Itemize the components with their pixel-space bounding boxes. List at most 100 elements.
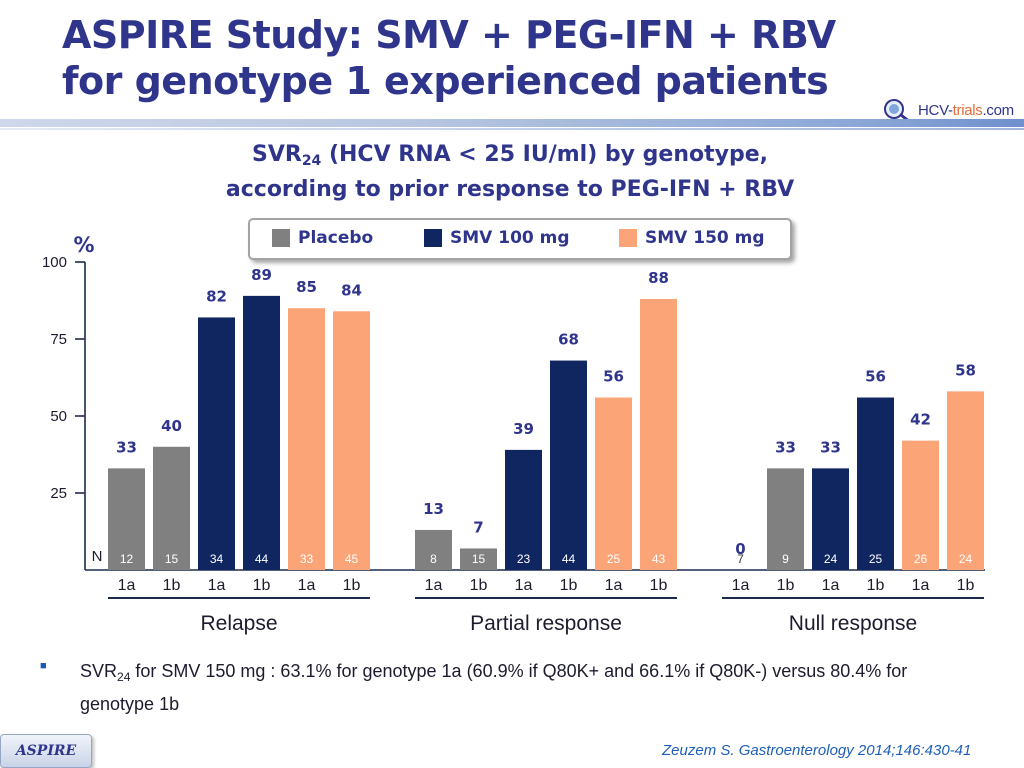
n-count-partial-response-smv100-1a: 23 xyxy=(517,552,531,566)
genotype-label-partial-response-placebo-1a: 1a xyxy=(425,577,443,594)
genotype-label-relapse-smv150-1a: 1a xyxy=(298,577,316,594)
n-count-null-response-placebo-1a: 7 xyxy=(737,552,744,566)
n-count-null-response-placebo-1b: 9 xyxy=(782,552,789,566)
value-label-null-response-placebo-1a: 0 xyxy=(735,540,745,558)
y-tick-label-50: 50 xyxy=(50,408,67,425)
bar-relapse-smv150-1b xyxy=(333,311,370,570)
genotype-label-relapse-smv100-1b: 1b xyxy=(253,577,271,594)
bar-partial-response-smv100-1a xyxy=(505,449,542,570)
bar-relapse-placebo-1b xyxy=(153,446,190,570)
group-label-relapse: Relapse xyxy=(200,612,277,635)
n-count-partial-response-smv150-1a: 25 xyxy=(607,552,621,566)
value-label-partial-response-smv150-1a: 56 xyxy=(603,368,624,386)
legend-swatch-smv100 xyxy=(424,229,442,247)
svr24-bar-chart: 255075100%N33121a40151b82341a89441b85331… xyxy=(42,233,985,635)
value-label-relapse-placebo-1b: 40 xyxy=(161,417,182,435)
genotype-label-partial-response-smv150-1a: 1a xyxy=(605,577,623,594)
legend-label-smv100: SMV 100 mg xyxy=(450,228,570,248)
value-label-partial-response-smv100-1a: 39 xyxy=(513,420,534,438)
value-label-null-response-smv100-1a: 33 xyxy=(820,438,841,456)
legend-label-smv150: SMV 150 mg xyxy=(645,228,765,248)
n-count-partial-response-placebo-1b: 15 xyxy=(472,552,486,566)
bar-relapse-placebo-1a xyxy=(108,468,145,570)
genotype-label-null-response-placebo-1b: 1b xyxy=(777,577,795,594)
genotype-label-relapse-placebo-1b: 1b xyxy=(163,577,181,594)
genotype-label-null-response-smv100-1a: 1a xyxy=(822,577,840,594)
n-count-null-response-smv100-1b: 25 xyxy=(869,552,883,566)
genotype-label-partial-response-smv150-1b: 1b xyxy=(650,577,668,594)
magnifier-icon xyxy=(884,99,912,124)
genotype-label-null-response-smv100-1b: 1b xyxy=(867,577,885,594)
genotype-label-partial-response-placebo-1b: 1b xyxy=(470,577,488,594)
bar-relapse-smv150-1a xyxy=(288,308,325,570)
title-line-2: for genotype 1 experienced patients xyxy=(62,59,829,103)
bar-null-response-placebo-1b xyxy=(767,468,804,570)
legend-swatch-placebo xyxy=(272,229,290,247)
genotype-label-relapse-smv100-1a: 1a xyxy=(208,577,226,594)
n-count-relapse-placebo-1b: 15 xyxy=(165,552,179,566)
value-label-relapse-smv150-1a: 85 xyxy=(296,278,317,296)
y-axis-label: % xyxy=(73,233,94,257)
n-count-relapse-smv100-1b: 44 xyxy=(255,552,269,566)
hcv-trials-logo: HCV-trials.com xyxy=(880,98,1020,124)
n-count-relapse-smv150-1a: 33 xyxy=(300,552,314,566)
logo-text: HCV-trials.com xyxy=(918,102,1014,119)
genotype-label-relapse-placebo-1a: 1a xyxy=(118,577,136,594)
value-label-relapse-placebo-1a: 33 xyxy=(116,438,137,456)
n-count-null-response-smv150-1a: 26 xyxy=(914,552,928,566)
legend-item-smv100: SMV 100 mg xyxy=(424,228,570,248)
genotype-label-null-response-smv150-1b: 1b xyxy=(957,577,975,594)
genotype-label-relapse-smv150-1b: 1b xyxy=(343,577,361,594)
legend-swatch-smv150 xyxy=(619,229,637,247)
value-label-relapse-smv100-1a: 82 xyxy=(206,287,227,305)
value-label-relapse-smv100-1b: 89 xyxy=(251,266,272,284)
chart-legend: Placebo SMV 100 mg SMV 150 mg xyxy=(248,218,792,260)
bar-partial-response-smv100-1b xyxy=(550,360,587,570)
genotype-label-null-response-placebo-1a: 1a xyxy=(732,577,750,594)
value-label-relapse-smv150-1b: 84 xyxy=(341,281,362,299)
genotype-label-partial-response-smv100-1a: 1a xyxy=(515,577,533,594)
bar-partial-response-smv150-1a xyxy=(595,397,632,570)
bullet-square-icon: ■ xyxy=(40,660,47,672)
value-label-null-response-smv150-1a: 42 xyxy=(910,411,931,429)
header-rule-thin xyxy=(0,128,1024,130)
value-label-null-response-placebo-1b: 33 xyxy=(775,438,796,456)
bar-null-response-smv150-1b xyxy=(947,391,984,570)
value-label-partial-response-placebo-1b: 7 xyxy=(473,518,483,536)
reference-citation: Zeuzem S. Gastroenterology 2014;146:430-… xyxy=(662,742,972,759)
group-label-partial-response: Partial response xyxy=(470,612,622,635)
n-count-null-response-smv150-1b: 24 xyxy=(959,552,973,566)
value-label-partial-response-smv100-1b: 68 xyxy=(558,331,579,349)
legend-label-placebo: Placebo xyxy=(298,228,374,248)
value-label-null-response-smv100-1b: 56 xyxy=(865,368,886,386)
bar-null-response-smv100-1a xyxy=(812,468,849,570)
svr-summary-note: SVR24 for SMV 150 mg : 63.1% for genotyp… xyxy=(80,661,908,714)
title-line-1: ASPIRE Study: SMV + PEG-IFN + RBV xyxy=(62,13,836,57)
genotype-label-null-response-smv150-1a: 1a xyxy=(912,577,930,594)
bar-partial-response-placebo-1b xyxy=(460,548,497,570)
n-count-partial-response-smv100-1b: 44 xyxy=(562,552,576,566)
bar-partial-response-smv150-1b xyxy=(640,298,677,570)
bar-partial-response-placebo-1a xyxy=(415,529,452,570)
legend-item-smv150: SMV 150 mg xyxy=(619,228,765,248)
group-label-null-response: Null response xyxy=(789,612,917,635)
y-tick-label-100: 100 xyxy=(42,254,67,271)
n-count-partial-response-smv150-1b: 43 xyxy=(652,552,666,566)
bar-null-response-smv150-1a xyxy=(902,440,939,570)
n-label: N xyxy=(92,548,103,565)
n-count-relapse-smv100-1a: 34 xyxy=(210,552,224,566)
slide-title: ASPIRE Study: SMV + PEG-IFN + RBV for ge… xyxy=(62,12,836,104)
value-label-partial-response-smv150-1b: 88 xyxy=(648,269,669,287)
n-count-null-response-smv100-1a: 24 xyxy=(824,552,838,566)
genotype-label-partial-response-smv100-1b: 1b xyxy=(560,577,578,594)
n-count-relapse-placebo-1a: 12 xyxy=(120,552,134,566)
chart-title: SVR24 (HCV RNA < 25 IU/ml) by genotype, xyxy=(252,142,768,169)
y-tick-label-75: 75 xyxy=(50,331,67,348)
bar-null-response-smv100-1b xyxy=(857,397,894,570)
bar-relapse-smv100-1a xyxy=(198,317,235,570)
n-count-partial-response-placebo-1a: 8 xyxy=(430,552,437,566)
value-label-partial-response-placebo-1a: 13 xyxy=(423,500,444,518)
chart-subtitle: according to prior response to PEG-IFN +… xyxy=(225,177,795,202)
header-rule xyxy=(0,119,1024,127)
y-tick-label-25: 25 xyxy=(50,485,67,502)
